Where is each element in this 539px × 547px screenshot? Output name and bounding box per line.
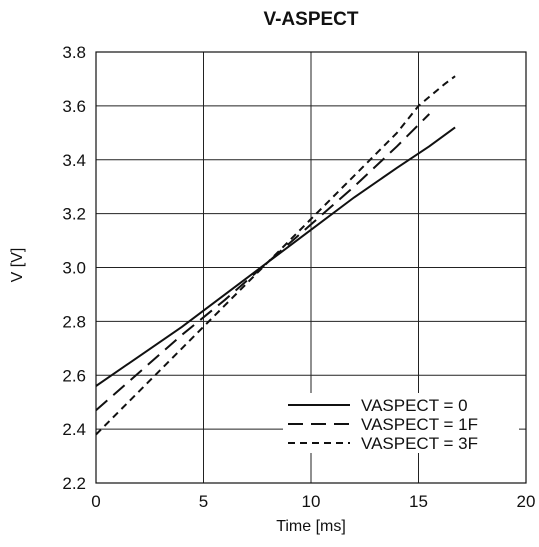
chart-title: V-ASPECT <box>263 9 358 30</box>
legend-label: VASPECT = 3F <box>361 434 478 453</box>
y-tick-label: 2.8 <box>62 312 86 331</box>
y-tick-label: 3.2 <box>62 205 86 224</box>
legend-label: VASPECT = 1F <box>361 415 478 434</box>
y-tick-labels: 2.2 2.4 2.6 2.8 3.0 3.2 3.4 3.6 3.8 <box>62 43 86 493</box>
y-tick-label: 3.0 <box>62 259 86 278</box>
y-tick-label: 3.6 <box>62 97 86 116</box>
y-tick-label: 2.6 <box>62 366 86 385</box>
y-axis-label: V [V] <box>9 248 26 283</box>
series-line-0 <box>95 126 456 387</box>
y-tick-label: 2.2 <box>62 474 86 493</box>
grid <box>96 52 526 483</box>
series-line-1 <box>95 113 431 412</box>
series-lines <box>95 75 456 436</box>
y-tick-label: 3.4 <box>62 151 86 170</box>
series-line-2 <box>95 75 456 436</box>
legend-label: VASPECT = 0 <box>361 396 468 415</box>
plot-frame <box>95 51 527 484</box>
x-tick-label: 15 <box>409 492 428 511</box>
x-tick-label: 5 <box>199 492 208 511</box>
x-tick-labels: 0 5 10 15 20 <box>91 492 535 511</box>
x-tick-label: 10 <box>302 492 321 511</box>
x-tick-label: 20 <box>517 492 536 511</box>
y-tick-label: 2.4 <box>62 420 86 439</box>
y-tick-label: 3.8 <box>62 43 86 62</box>
x-axis-label: Time [ms] <box>276 518 346 535</box>
x-tick-label: 0 <box>91 492 100 511</box>
